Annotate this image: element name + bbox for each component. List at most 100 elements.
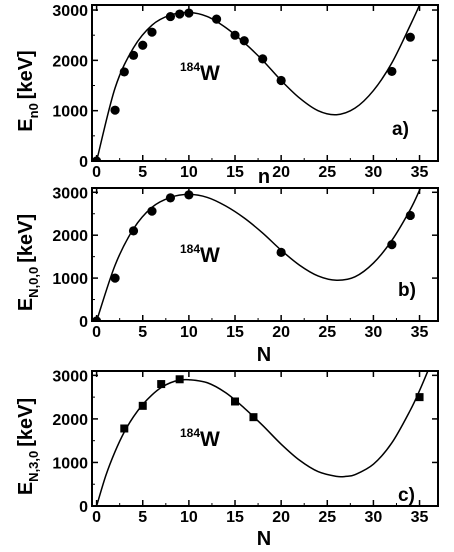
x-tick-label: 35 xyxy=(411,509,429,526)
y-tick-label: 3000 xyxy=(52,368,88,385)
y-axis-symbol: E xyxy=(15,482,37,495)
panel-label: a) xyxy=(392,119,409,140)
x-tick-label: 25 xyxy=(318,509,336,526)
fit-curve xyxy=(95,371,429,506)
y-axis-label: EN,3,0 [keV] xyxy=(15,398,41,495)
isotope-mass: 184 xyxy=(180,60,200,74)
x-axis-label: N xyxy=(257,528,271,550)
y-axis-symbol: E xyxy=(15,118,37,131)
data-point xyxy=(138,40,148,50)
data-point xyxy=(147,206,157,216)
isotope-element: W xyxy=(200,428,220,451)
data-point xyxy=(231,397,240,406)
x-tick-label: 5 xyxy=(138,324,147,341)
y-axis-subscript: N,3,0 xyxy=(26,451,41,482)
x-tick-label: 15 xyxy=(226,324,244,341)
data-point xyxy=(119,67,129,77)
x-tick-label: 30 xyxy=(365,509,383,526)
isotope-element: W xyxy=(200,244,220,267)
data-point xyxy=(211,14,222,24)
isotope-mass: 184 xyxy=(180,426,200,440)
x-tick-label: 10 xyxy=(180,509,198,526)
chart-panel-a: 0 5 10 15 20 25 30 350100020003000a)184WnEn0[ke… xyxy=(15,3,439,188)
x-tick-label: 15 xyxy=(226,164,244,181)
data-point xyxy=(128,226,139,236)
chart-panel-c: 0 5 10 15 20 25 30 35 0 1000 2000 3000 c) 184W N EN,3,0… xyxy=(15,368,439,550)
x-tick-label: 0 xyxy=(92,324,101,341)
x-tick-label: 10 xyxy=(180,164,198,181)
panel-label: c) xyxy=(398,485,415,506)
x-tick-label: 10 xyxy=(180,324,198,341)
y-axis-subscript: N,0,0 xyxy=(26,267,41,298)
x-tick-label: 30 xyxy=(365,164,383,181)
data-point xyxy=(175,375,184,384)
x-axis-label: N xyxy=(257,344,271,366)
fit-curve xyxy=(95,188,422,321)
y-axis-symbol: E xyxy=(15,298,37,311)
isotope-element: W xyxy=(200,62,220,85)
panels: 0 5 10 15 20 25 30 350100020003000a)184WnEn0[ke… xyxy=(15,3,439,550)
x-tick-label: 5 xyxy=(138,509,147,526)
x-tick-label: 20 xyxy=(272,509,290,526)
data-point xyxy=(110,273,120,283)
isotope-annotation: 184W xyxy=(180,426,220,451)
y-tick-label: 1000 xyxy=(52,271,88,288)
x-tick-label: 35 xyxy=(411,324,429,341)
data-point xyxy=(110,105,120,115)
data-point xyxy=(405,210,415,221)
y-axis-label: EN,0,0 [keV] xyxy=(15,214,41,311)
data-point xyxy=(276,247,286,257)
data-point xyxy=(157,380,166,389)
y-tick-label: 1000 xyxy=(52,104,88,121)
data-point xyxy=(92,156,102,161)
data-point xyxy=(276,75,286,86)
y-tick-label: 2000 xyxy=(52,412,88,429)
y-tick-label: 0 xyxy=(79,499,88,516)
panel-label: b) xyxy=(398,280,416,301)
y-axis-label: En0 [keV] xyxy=(15,50,41,131)
y-axis-unit: [keV] xyxy=(15,398,37,447)
data-point xyxy=(165,11,176,22)
data-point xyxy=(258,54,268,64)
y-axis-subscript: n0 xyxy=(26,103,41,118)
x-tick-label: 0 xyxy=(92,509,101,526)
y-tick-label: 3000 xyxy=(52,185,88,202)
data-point xyxy=(165,193,176,203)
data-point xyxy=(147,27,157,37)
x-tick-label: 35 xyxy=(411,164,429,181)
x-tick-label: 20 xyxy=(272,324,290,341)
y-axis-unit: [keV] xyxy=(15,50,37,99)
plot-frame xyxy=(91,187,439,322)
x-tick-label: 5 xyxy=(138,164,147,181)
data-point xyxy=(138,401,147,410)
data-point xyxy=(230,30,240,40)
data-point xyxy=(387,66,397,77)
plot-frame xyxy=(91,370,439,507)
data-point xyxy=(120,424,129,433)
data-point xyxy=(128,50,139,60)
data-point xyxy=(184,190,194,200)
data-point xyxy=(92,316,102,321)
x-axis-label: n xyxy=(258,166,270,188)
data-point xyxy=(387,240,397,250)
y-tick-label: 2000 xyxy=(52,53,88,70)
x-tick-label: 0 xyxy=(92,164,101,181)
y-tick-label: 0 xyxy=(79,154,88,171)
data-point xyxy=(239,36,249,46)
x-tick-label: 25 xyxy=(318,324,336,341)
data-point xyxy=(405,32,415,42)
data-point xyxy=(184,8,194,18)
fit-curve xyxy=(95,5,421,161)
x-tick-label: 15 xyxy=(226,509,244,526)
isotope-annotation: 184W xyxy=(180,60,220,85)
y-tick-label: 0 xyxy=(79,314,88,331)
data-point xyxy=(249,413,258,422)
chart-panel-b: 0 5 10 15 20 25 30 35 0 1000 2000 3000 b) 184W N EN,0,0… xyxy=(15,185,439,366)
plot-frame xyxy=(91,4,439,162)
data-point xyxy=(415,393,424,402)
isotope-mass: 184 xyxy=(180,242,200,256)
y-tick-label: 3000 xyxy=(52,3,88,20)
x-tick-label: 25 xyxy=(318,164,336,181)
x-tick-label: 30 xyxy=(365,324,383,341)
